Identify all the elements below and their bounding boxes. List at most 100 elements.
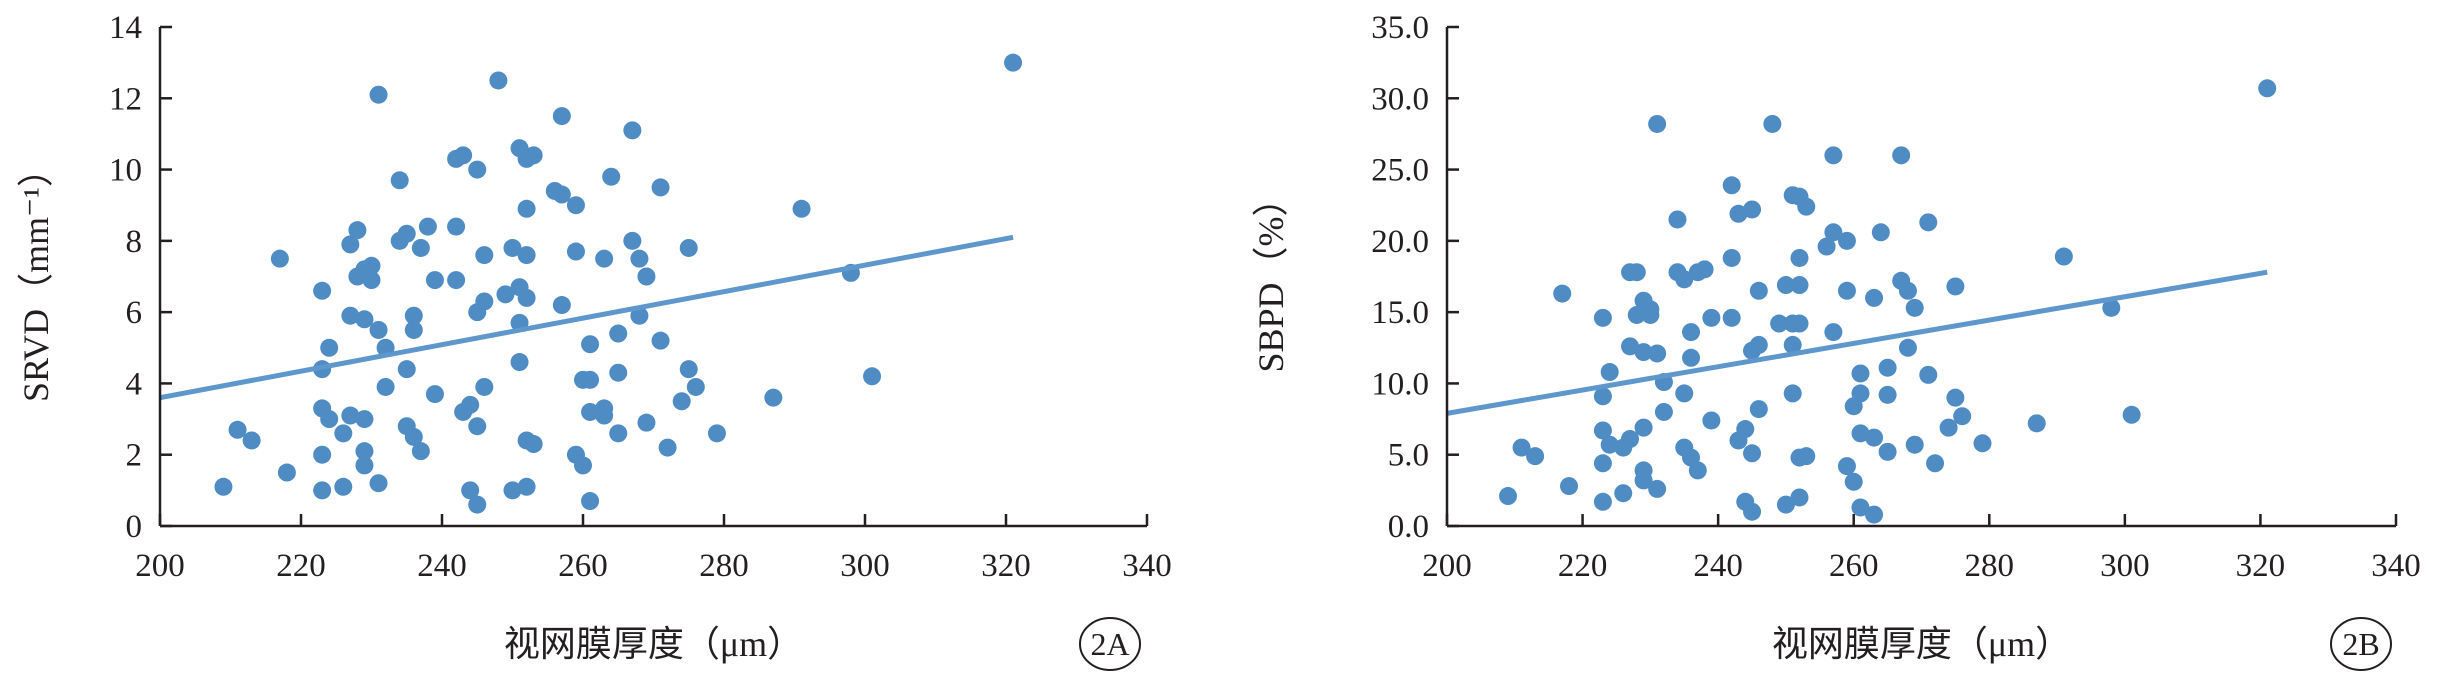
x-tick-label: 300 bbox=[840, 548, 890, 584]
scatter-point bbox=[1634, 343, 1653, 362]
scatter-point bbox=[1824, 223, 1843, 242]
x-tick-label: 240 bbox=[417, 548, 467, 584]
scatter-point bbox=[1865, 288, 1884, 307]
panel-label-ring-2b bbox=[2330, 617, 2392, 671]
scatter-point bbox=[609, 424, 628, 443]
scatter-point bbox=[623, 231, 642, 250]
scatter-point bbox=[1634, 418, 1653, 437]
scatter-point bbox=[1627, 263, 1646, 282]
scatter-point bbox=[1837, 231, 1856, 250]
scatter-point bbox=[1851, 424, 1870, 443]
scatter-point bbox=[341, 235, 360, 254]
y-tick-label: 4 bbox=[126, 366, 143, 402]
scatter-point bbox=[214, 477, 233, 496]
chart-panel-2b: 0.0 5.0 10.0 15.0 20.0 25.0 30.0 35.0 200 220 240… bbox=[1251, 10, 2421, 671]
scatter-point bbox=[552, 107, 571, 126]
y-tick-label: 10.0 bbox=[1371, 366, 1429, 402]
scatter-point bbox=[2102, 298, 2121, 317]
scatter-point bbox=[1593, 308, 1612, 327]
scatter-point bbox=[320, 410, 339, 429]
scatter-point bbox=[1512, 438, 1531, 457]
x-axis-title-2a: 视网膜厚度（μm） bbox=[504, 624, 803, 664]
trendline-2a bbox=[159, 234, 1014, 401]
scatter-point bbox=[475, 377, 494, 396]
x-tick-label: 320 bbox=[981, 548, 1031, 584]
scatter-point bbox=[1526, 447, 1545, 466]
scatter-point bbox=[581, 370, 600, 389]
panel-label-2b: 2B bbox=[2342, 626, 2379, 662]
scatter-point bbox=[1004, 53, 1023, 72]
scatter-point bbox=[1736, 420, 1755, 439]
x-tick-label: 200 bbox=[1422, 548, 1472, 584]
scatter-point bbox=[468, 495, 487, 514]
scatter-point bbox=[270, 249, 289, 268]
y-tick-label: 6 bbox=[126, 295, 143, 331]
scatter-point bbox=[1898, 281, 1917, 300]
scatter-point bbox=[1973, 434, 1992, 453]
scatter-point bbox=[1926, 454, 1945, 473]
scatter-point bbox=[1905, 298, 1924, 317]
scatter-point bbox=[355, 410, 374, 429]
x-tick-label: 200 bbox=[135, 548, 185, 584]
scatter-point bbox=[574, 456, 592, 475]
y-tick-label: 8 bbox=[126, 224, 143, 260]
scatter-point bbox=[792, 199, 811, 218]
scatter-point bbox=[320, 338, 339, 357]
scatter-point bbox=[447, 271, 466, 290]
scatter-point bbox=[376, 377, 395, 396]
x-tick-label: 260 bbox=[558, 548, 608, 584]
scatter-points-2b bbox=[1499, 79, 2277, 524]
scatter-point bbox=[277, 463, 296, 482]
scatter-point bbox=[1878, 358, 1897, 377]
scatter-point bbox=[679, 360, 698, 379]
scatter-point bbox=[637, 267, 656, 286]
scatter-point bbox=[1682, 323, 1701, 342]
scatter-points-2a bbox=[214, 53, 1023, 514]
scatter-point bbox=[1627, 305, 1646, 324]
scatter-point bbox=[242, 431, 261, 450]
scatter-point bbox=[1790, 248, 1809, 267]
scatter-point bbox=[1824, 323, 1843, 342]
scatter-point bbox=[404, 320, 423, 339]
y-tick-label: 25.0 bbox=[1371, 153, 1429, 189]
y-tick-label: 2 bbox=[126, 438, 143, 474]
scatter-point bbox=[1668, 210, 1687, 229]
scatter-point bbox=[1817, 237, 1836, 256]
scatter-point bbox=[581, 492, 600, 511]
scatter-point bbox=[369, 320, 388, 339]
scatter-point bbox=[1702, 308, 1721, 327]
x-tick-label: 280 bbox=[1965, 548, 2015, 584]
scatter-point bbox=[1743, 444, 1762, 463]
scatter-point bbox=[404, 306, 423, 325]
y-tick-label: 0.0 bbox=[1388, 509, 1429, 545]
scatter-point bbox=[355, 310, 374, 329]
y-ticks-2b: 0.0 5.0 10.0 15.0 20.0 25.0 30.0 35.0 bbox=[1371, 10, 1459, 545]
scatter-point bbox=[1919, 365, 1938, 384]
scatter-point bbox=[609, 363, 628, 382]
scatter-point bbox=[764, 388, 783, 407]
scatter-point bbox=[334, 424, 353, 443]
scatter-point bbox=[468, 160, 487, 179]
scatter-point bbox=[1593, 387, 1612, 406]
panel-label-2a: 2A bbox=[1090, 626, 1129, 662]
scatter-point bbox=[1763, 114, 1782, 133]
scatter-point bbox=[1560, 477, 1579, 496]
y-tick-label: 20.0 bbox=[1371, 224, 1429, 260]
scatter-point bbox=[1743, 502, 1762, 521]
scatter-point bbox=[630, 306, 649, 325]
scatter-point bbox=[1953, 407, 1972, 426]
scatter-point bbox=[418, 217, 437, 236]
scatter-point bbox=[524, 435, 543, 454]
scatter-point bbox=[1621, 337, 1640, 356]
scatter-point bbox=[1614, 484, 1633, 503]
scatter-point bbox=[334, 477, 353, 496]
scatter-point bbox=[1892, 146, 1911, 165]
scatter-point bbox=[475, 246, 494, 265]
scatter-point bbox=[581, 335, 600, 354]
scatter-point bbox=[454, 146, 473, 165]
scatter-point bbox=[411, 442, 430, 461]
scatter-point bbox=[1749, 400, 1768, 419]
scatter-point bbox=[658, 438, 677, 457]
scatter-point bbox=[369, 474, 388, 493]
